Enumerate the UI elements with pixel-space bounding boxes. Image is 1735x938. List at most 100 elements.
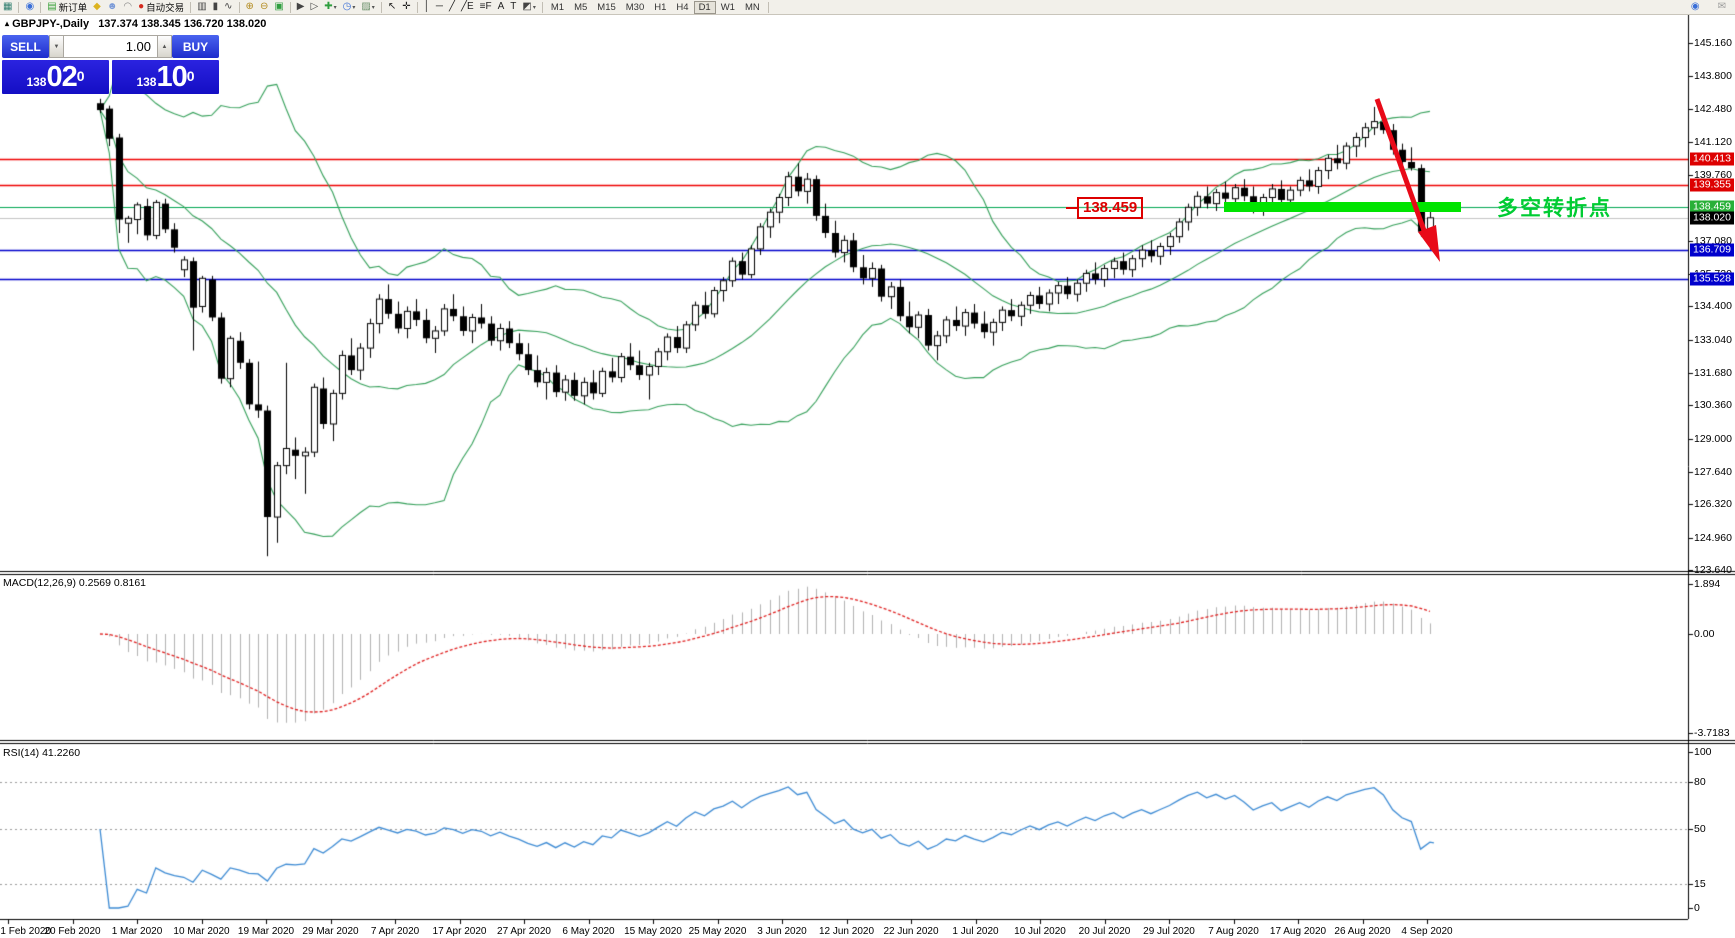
add-indicator-icon[interactable]: ✚ ▾ <box>321 1 339 13</box>
text-icon[interactable]: A <box>495 1 508 13</box>
rsi-axis-label: 0 <box>1694 902 1700 914</box>
timeframe-button-m15[interactable]: M15 <box>597 1 616 13</box>
new-order-button: ▤ <box>47 1 57 12</box>
shapes-icon[interactable]: ◩ ▾ <box>519 1 538 13</box>
cursor-icon[interactable]: ↖ <box>385 1 399 13</box>
price-tick-label: 139.760 <box>1694 169 1732 182</box>
price-level-annotation[interactable]: 138.459 <box>1066 197 1144 219</box>
auto-scroll-icon: ▷ <box>310 1 319 12</box>
chart-shift-icon[interactable]: ▶ <box>294 1 308 13</box>
auto-scroll-icon[interactable]: ▷ <box>307 1 321 13</box>
toolbar-separator <box>289 1 291 13</box>
dropdown-arrow-icon: ▾ <box>352 4 356 11</box>
trendline-icon[interactable]: ╱ <box>446 1 458 13</box>
price-tick-label: 129.000 <box>1694 432 1732 445</box>
sell-price-tile[interactable]: 138 02 0 <box>2 60 109 94</box>
equidistant-channel-icon[interactable]: ╱E <box>458 1 477 13</box>
toolbar-right: ◉ ✉ <box>1688 1 1729 13</box>
rsi-axis-label: 50 <box>1694 823 1706 835</box>
new-order-button-label: 新订单 <box>58 3 88 14</box>
rsi-axis-label: 15 <box>1694 878 1706 891</box>
price-tick-label: 124.960 <box>1694 531 1732 544</box>
sell-price-sup: 0 <box>76 68 85 84</box>
line-chart-icon[interactable]: ∿ <box>221 1 235 13</box>
volume-increase-button[interactable]: ▲ <box>157 35 172 58</box>
alerts-icon[interactable]: ◠ <box>120 1 135 13</box>
buy-button[interactable]: BUY <box>172 35 219 58</box>
trendline-icon: ╱ <box>448 1 455 12</box>
chart-window-icon: ▦ <box>3 1 13 12</box>
templates-icon[interactable]: ▨ ▾ <box>358 1 377 13</box>
toolbar-separator <box>767 1 769 13</box>
vertical-line-icon: │ <box>423 1 430 12</box>
timeframe-button-h1[interactable]: H1 <box>654 1 667 13</box>
tile-windows-icon: ▣ <box>274 1 284 12</box>
turning-point-annotation[interactable]: 多空转折点 <box>1497 197 1612 220</box>
toolbar-separator <box>18 1 20 13</box>
sell-button[interactable]: SELL <box>2 35 49 58</box>
chat-icon[interactable]: ✉ <box>1717 1 1726 12</box>
new-order-button[interactable]: ▤ 新订单 <box>44 1 90 15</box>
date-tick-label: 22 Jun 2020 <box>883 926 939 937</box>
price-tick-label: 123.640 <box>1694 563 1732 576</box>
fibonacci-icon: ≡F <box>479 1 492 12</box>
quick-search-icon[interactable]: ◉ <box>22 1 37 13</box>
volume-input[interactable]: 1.00 <box>64 35 157 58</box>
periods-icon[interactable]: ◷ ▾ <box>340 1 359 13</box>
timeframe-button-h4[interactable]: H4 <box>676 1 689 13</box>
date-tick-label: 17 Apr 2020 <box>432 926 487 937</box>
date-tick-label: 12 Jun 2020 <box>818 926 875 937</box>
timeframe-button-mn[interactable]: MN <box>744 1 760 13</box>
fibonacci-icon[interactable]: ≡F <box>477 1 495 13</box>
timeframe-button-m1[interactable]: M1 <box>550 1 565 13</box>
price-badge: 136.709 <box>1690 243 1734 257</box>
price-tick-label: 126.320 <box>1694 498 1732 511</box>
date-tick-label: 6 May 2020 <box>562 926 615 937</box>
volume-decrease-button[interactable]: ▼ <box>49 35 64 58</box>
zoom-in-icon[interactable]: ⊕ <box>243 1 257 13</box>
autotrading-button[interactable]: ● 自动交易 <box>135 1 187 15</box>
horizontal-line-icon[interactable]: ─ <box>433 1 446 13</box>
date-tick-label: 20 Jul 2020 <box>1078 926 1131 937</box>
buy-price-tile[interactable]: 138 10 0 <box>112 60 219 94</box>
bar-chart-icon[interactable]: ▥ <box>194 1 209 13</box>
buy-price-small: 138 <box>136 75 157 89</box>
search-icon[interactable]: ◉ <box>1690 1 1700 12</box>
zoom-out-icon[interactable]: ⊖ <box>257 1 271 13</box>
date-tick-label: 26 Aug 2020 <box>1334 926 1391 937</box>
vertical-line-icon[interactable]: │ <box>421 1 433 13</box>
market-watch-icon[interactable]: ☻ <box>104 1 121 13</box>
chart-title: ▴ GBPJPY-,Daily 137.374 138.345 136.720 … <box>5 18 266 30</box>
macd-axis-label: 0.00 <box>1694 628 1715 640</box>
chart-window-icon[interactable]: ▦ <box>0 1 15 13</box>
macd-axis-label: -3.7183 <box>1694 726 1730 739</box>
dropdown-arrow-icon: ▾ <box>333 4 337 11</box>
tile-windows-icon[interactable]: ▣ <box>271 1 286 13</box>
price-tick-label: 142.480 <box>1694 102 1732 115</box>
rsi-axis-label: 80 <box>1694 775 1706 788</box>
toolbar-items: ▦ ◉ ▤ 新订单 ◆ ☻ ◠ ● 自动交易 ▥ ▮ ∿ ⊕ ⊖ ▣ ▶ ▷ ✚ ▾ ◷ ▾ ▨ ▾ ↖ ✛ │ ─ ╱ ╱E ≡F A T ◩… <box>0 0 772 15</box>
timeframe-button-w1[interactable]: W1 <box>720 1 735 13</box>
rsi-axis-label: 100 <box>1694 746 1712 758</box>
zoom-in-icon: ⊕ <box>245 1 254 12</box>
crosshair-icon[interactable]: ✛ <box>399 1 413 13</box>
price-tick-label: 145.160 <box>1694 36 1732 49</box>
support-highlight-bar[interactable] <box>1224 202 1461 212</box>
timeframe-button-d1[interactable]: D1 <box>693 0 716 14</box>
cursor-icon: ↖ <box>387 1 397 12</box>
metaeditor-icon[interactable]: ◆ <box>90 1 104 13</box>
timeframe-button-m30[interactable]: M30 <box>625 1 645 13</box>
metaeditor-icon: ◆ <box>93 1 101 12</box>
candlestick-chart-icon[interactable]: ▮ <box>210 1 222 13</box>
date-tick-label: 25 May 2020 <box>688 926 747 937</box>
candlestick-chart-icon: ▮ <box>212 1 219 12</box>
panel-collapse-icon[interactable]: ▴ <box>5 19 10 28</box>
dropdown-arrow-icon: ▾ <box>532 4 536 11</box>
timeframe-button-m5[interactable]: M5 <box>574 1 588 13</box>
date-tick-label: 27 Apr 2020 <box>497 926 551 937</box>
annotation-dash <box>1066 207 1077 209</box>
text-label-icon[interactable]: T <box>507 1 519 13</box>
date-tick-label: 7 Apr 2020 <box>370 926 420 937</box>
